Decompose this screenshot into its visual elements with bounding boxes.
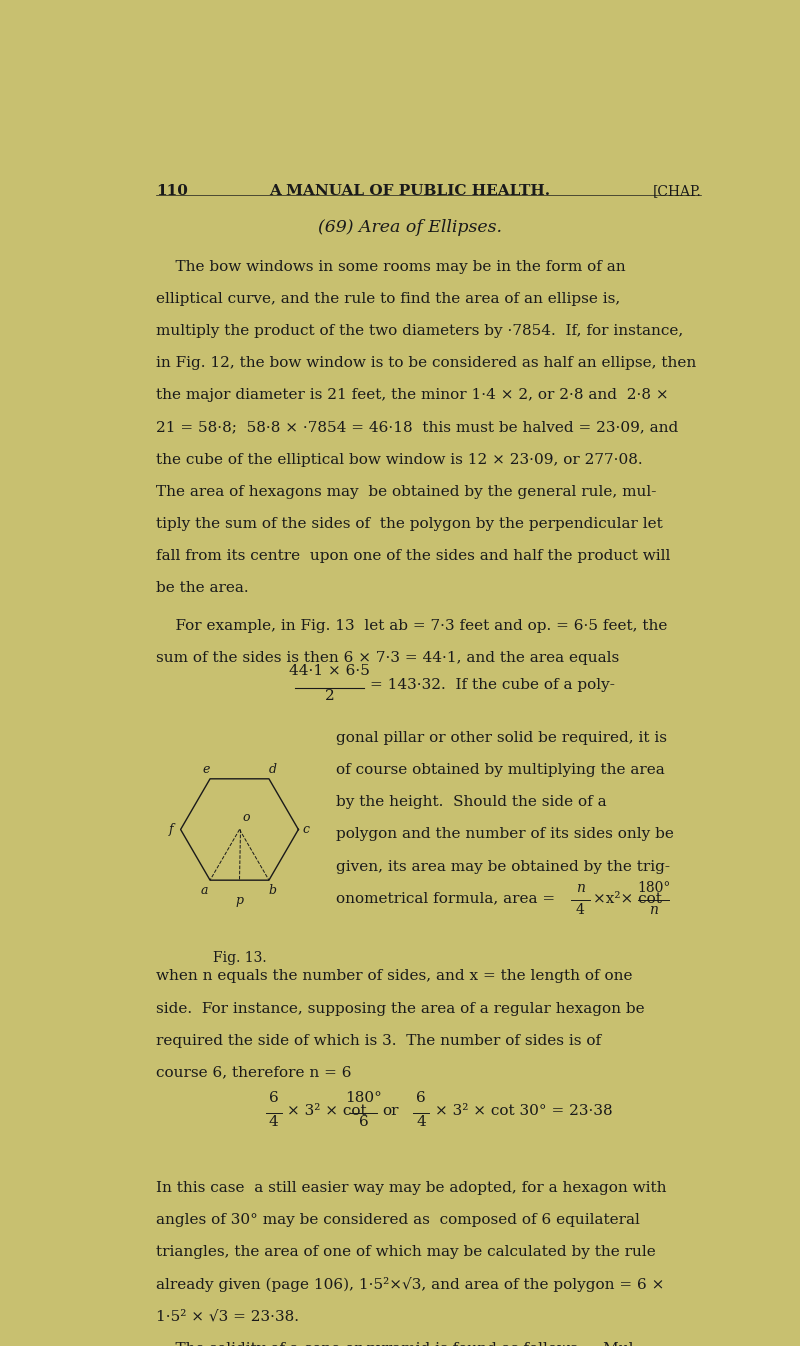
Text: tiply the sum of the sides of  the polygon by the perpendicular let: tiply the sum of the sides of the polygo… — [156, 517, 662, 532]
Text: elliptical curve, and the rule to find the area of an ellipse is,: elliptical curve, and the rule to find t… — [156, 292, 620, 306]
Text: the major diameter is 21 feet, the minor 1·4 × 2, or 2·8 and  2·8 ×: the major diameter is 21 feet, the minor… — [156, 389, 669, 402]
Text: 180°: 180° — [345, 1092, 382, 1105]
Text: × 3² × cot 30° = 23·38: × 3² × cot 30° = 23·38 — [435, 1105, 613, 1119]
Text: 2: 2 — [325, 689, 334, 703]
Text: 6: 6 — [269, 1092, 278, 1105]
Text: 4: 4 — [576, 903, 585, 917]
Text: n: n — [650, 903, 658, 917]
Text: in Fig. 12, the bow window is to be considered as half an ellipse, then: in Fig. 12, the bow window is to be cons… — [156, 357, 696, 370]
Text: b: b — [269, 884, 277, 896]
Text: or: or — [382, 1105, 398, 1119]
Text: The area of hexagons may  be obtained by the general rule, mul-: The area of hexagons may be obtained by … — [156, 485, 656, 499]
Text: sum of the sides is then 6 × 7·3 = 44·1, and the area equals: sum of the sides is then 6 × 7·3 = 44·1,… — [156, 650, 619, 665]
Text: 180°: 180° — [637, 880, 670, 895]
Text: 1·5² × √3 = 23·38.: 1·5² × √3 = 23·38. — [156, 1310, 299, 1323]
Text: onometrical formula, area =: onometrical formula, area = — [336, 891, 554, 906]
Text: when n equals the number of sides, and x = the length of one: when n equals the number of sides, and x… — [156, 969, 632, 984]
Text: 6: 6 — [416, 1092, 426, 1105]
Text: The bow windows in some rooms may be in the form of an: The bow windows in some rooms may be in … — [156, 260, 626, 275]
Text: × 3² × cot: × 3² × cot — [287, 1105, 367, 1119]
Text: be the area.: be the area. — [156, 581, 249, 595]
Text: already given (page 106), 1·5²×√3, and area of the polygon = 6 ×: already given (page 106), 1·5²×√3, and a… — [156, 1277, 664, 1292]
Text: 4: 4 — [416, 1114, 426, 1128]
Text: o: o — [242, 812, 250, 824]
Text: (69) Area of Ellipses.: (69) Area of Ellipses. — [318, 218, 502, 236]
Text: side.  For instance, supposing the area of a regular hexagon be: side. For instance, supposing the area o… — [156, 1001, 645, 1015]
Text: 6: 6 — [358, 1114, 368, 1128]
Text: the cube of the elliptical bow window is 12 × 23·09, or 277·08.: the cube of the elliptical bow window is… — [156, 452, 642, 467]
Text: For example, in Fig. 13  let ab = 7·3 feet and op. = 6·5 feet, the: For example, in Fig. 13 let ab = 7·3 fee… — [156, 619, 667, 633]
Text: f: f — [168, 822, 173, 836]
Text: = 143·32.  If the cube of a poly-: = 143·32. If the cube of a poly- — [370, 678, 614, 692]
Text: multiply the product of the two diameters by ·7854.  If, for instance,: multiply the product of the two diameter… — [156, 324, 683, 338]
Text: In this case  a still easier way may be adopted, for a hexagon with: In this case a still easier way may be a… — [156, 1180, 666, 1195]
Text: given, its area may be obtained by the trig-: given, its area may be obtained by the t… — [336, 860, 670, 874]
Text: c: c — [303, 822, 310, 836]
Text: polygon and the number of its sides only be: polygon and the number of its sides only… — [336, 828, 674, 841]
Text: d: d — [269, 763, 277, 777]
Text: angles of 30° may be considered as  composed of 6 equilateral: angles of 30° may be considered as compo… — [156, 1213, 640, 1228]
Text: The solidity of a cone or pyramid is found as follows: —Mul-: The solidity of a cone or pyramid is fou… — [156, 1342, 638, 1346]
Text: [CHAP.: [CHAP. — [653, 184, 702, 198]
Text: A MANUAL OF PUBLIC HEALTH.: A MANUAL OF PUBLIC HEALTH. — [270, 184, 550, 198]
Text: 44·1 × 6·5: 44·1 × 6·5 — [289, 664, 370, 677]
Text: n: n — [576, 880, 585, 895]
Text: by the height.  Should the side of a: by the height. Should the side of a — [336, 795, 606, 809]
Text: triangles, the area of one of which may be calculated by the rule: triangles, the area of one of which may … — [156, 1245, 655, 1260]
Text: course 6, therefore n = 6: course 6, therefore n = 6 — [156, 1066, 351, 1079]
Text: Fig. 13.: Fig. 13. — [213, 950, 266, 965]
Text: e: e — [202, 763, 210, 777]
Text: p: p — [235, 894, 243, 907]
Text: gonal pillar or other solid be required, it is: gonal pillar or other solid be required,… — [336, 731, 666, 746]
Text: required the side of which is 3.  The number of sides is of: required the side of which is 3. The num… — [156, 1034, 601, 1047]
Text: 21 = 58·8;  58·8 × ·7854 = 46·18  this must be halved = 23·09, and: 21 = 58·8; 58·8 × ·7854 = 46·18 this mus… — [156, 421, 678, 435]
Text: ×x²× cot: ×x²× cot — [593, 892, 662, 906]
Text: a: a — [200, 884, 207, 896]
Text: 110: 110 — [156, 184, 188, 198]
Text: fall from its centre  upon one of the sides and half the product will: fall from its centre upon one of the sid… — [156, 549, 670, 563]
Text: of course obtained by multiplying the area: of course obtained by multiplying the ar… — [336, 763, 664, 777]
Text: 4: 4 — [269, 1114, 278, 1128]
